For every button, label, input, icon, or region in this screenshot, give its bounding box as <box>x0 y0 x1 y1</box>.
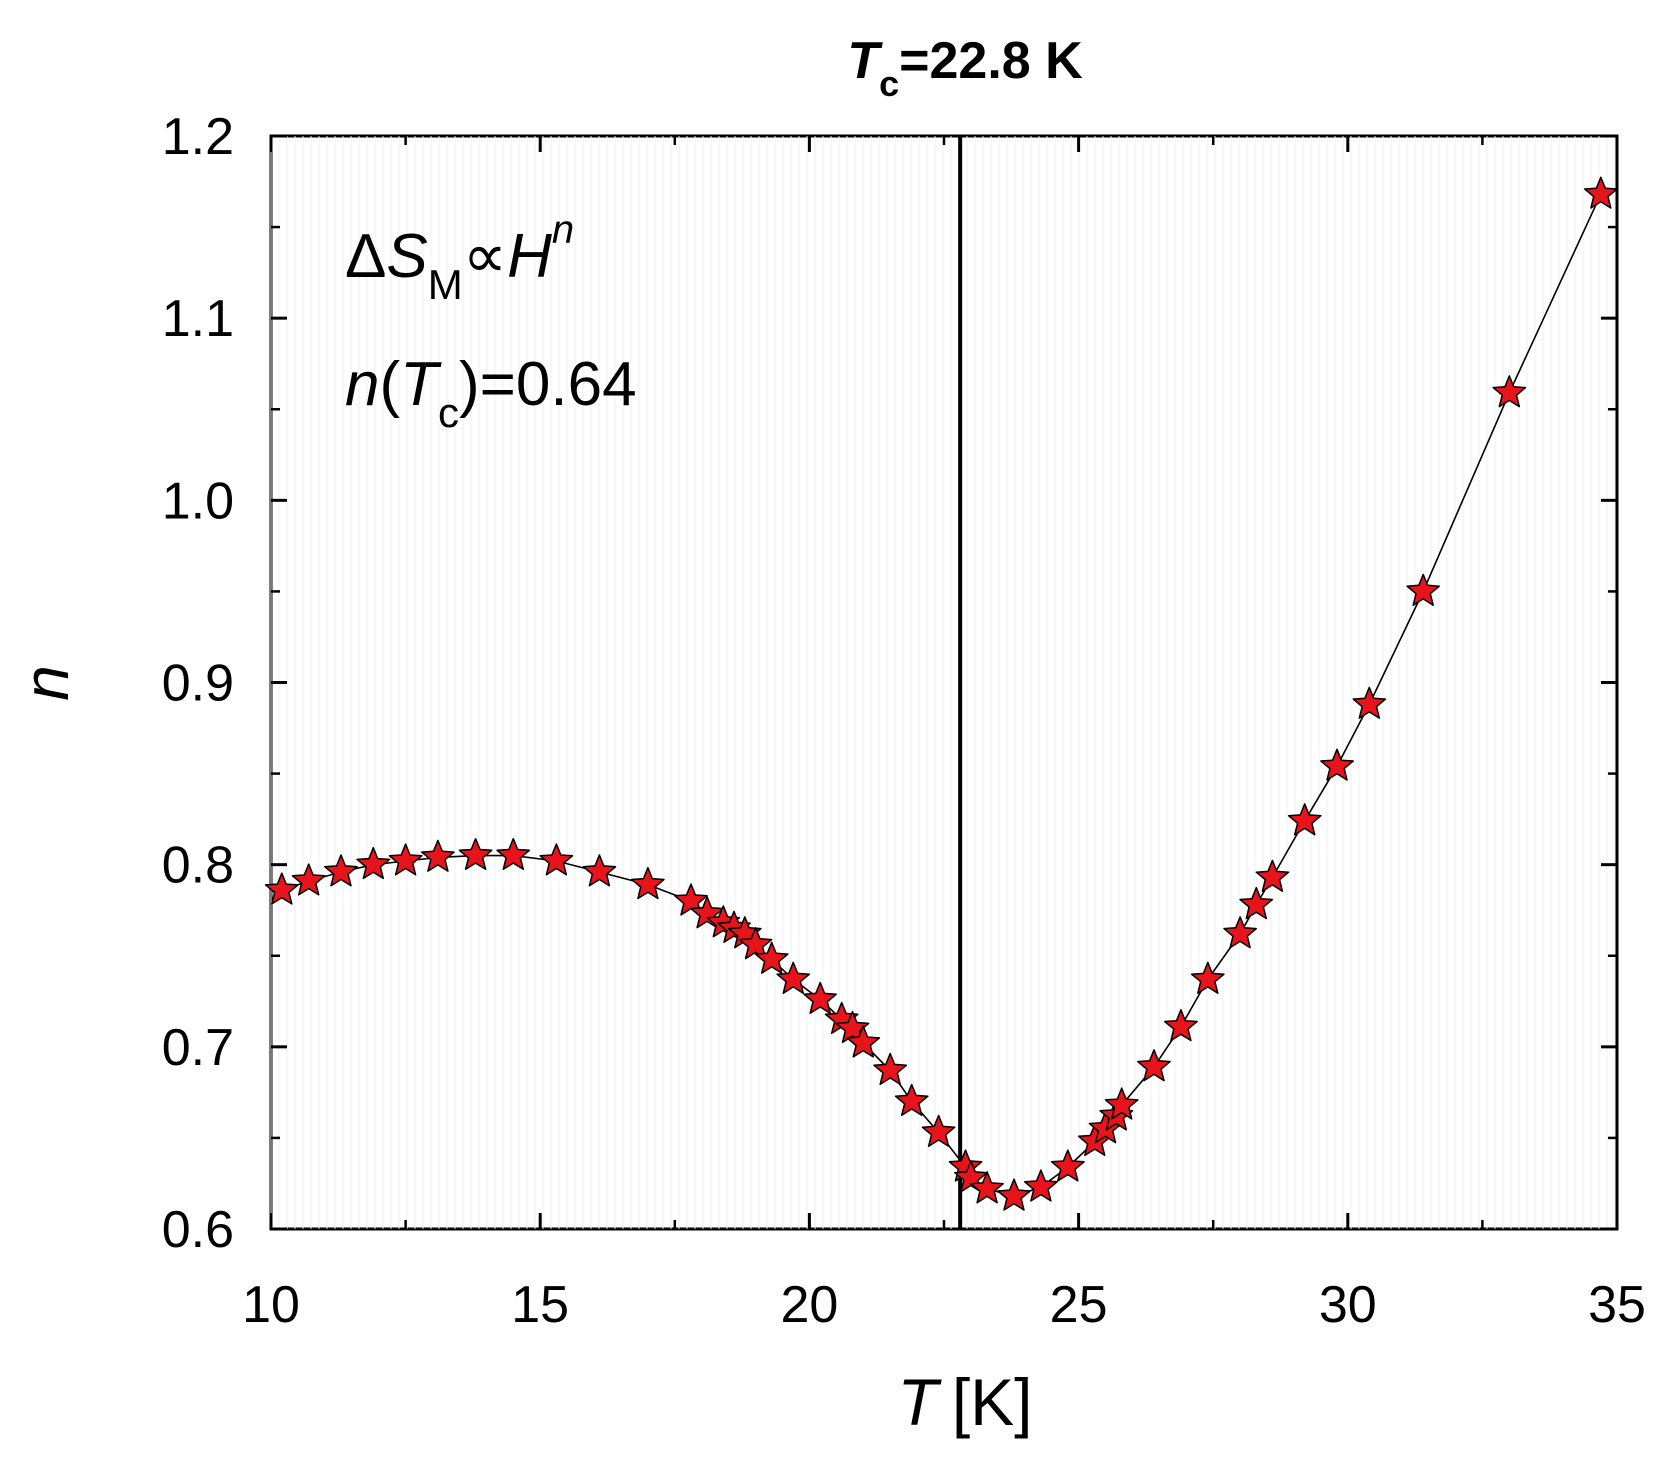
y-tick-label: 0.8 <box>162 837 234 895</box>
data-point-star <box>420 839 455 872</box>
data-point-star <box>1492 375 1527 408</box>
data-point-star <box>1406 573 1441 606</box>
data-point-star <box>458 837 493 871</box>
data-point-star <box>738 927 773 960</box>
data-point-star <box>324 854 358 887</box>
data-point-star <box>1583 176 1618 209</box>
data-point-star <box>690 896 725 929</box>
y-tick-label: 1.0 <box>162 472 234 530</box>
y-tick-label: 0.9 <box>162 655 234 713</box>
data-point-star <box>776 961 811 994</box>
data-markers <box>264 176 1618 1211</box>
annotation-power-law: ΔSM∝Hn <box>345 208 574 308</box>
annotation-n-tc: n(Tc)=0.64 <box>345 350 637 436</box>
y-tick-labels: 0.6 0.7 0.8 0.9 1.0 1.1 1.2 <box>162 108 234 1259</box>
data-point-star <box>356 846 391 880</box>
y-tick-label: 0.6 <box>162 1201 234 1259</box>
data-point-star <box>264 872 299 905</box>
tc-label: Tc=22.8 K <box>847 32 1083 104</box>
data-point-star <box>894 1083 929 1116</box>
data-point-star <box>1320 748 1354 781</box>
data-point-star <box>496 837 531 871</box>
y-tick-label: 0.7 <box>162 1019 234 1077</box>
x-tick-label: 30 <box>1319 1276 1377 1334</box>
x-tick-labels: 10 15 20 25 30 35 <box>242 1276 1646 1334</box>
x-tick-label: 10 <box>242 1276 300 1334</box>
data-point-star <box>1352 686 1387 719</box>
data-point-star <box>1255 859 1290 892</box>
y-tick-label: 1.1 <box>162 290 234 348</box>
x-tick-label: 35 <box>1588 1276 1646 1334</box>
data-point-star <box>630 866 665 900</box>
data-point-star <box>921 1114 956 1147</box>
data-point-star <box>1104 1087 1139 1120</box>
x-tick-label: 25 <box>1050 1276 1108 1334</box>
x-axis-label: T [K] <box>897 1365 1032 1439</box>
x-tick-label: 20 <box>780 1276 838 1334</box>
data-point-star <box>873 1052 908 1086</box>
data-point-star <box>1023 1169 1058 1202</box>
y-axis-label: n <box>10 665 82 701</box>
data-point-star <box>1163 1009 1198 1042</box>
data-point-star <box>970 1171 1004 1204</box>
data-point-star <box>1050 1149 1085 1182</box>
data-point-star <box>846 1025 881 1058</box>
data-point-star <box>803 981 838 1014</box>
data-point-star <box>1137 1049 1171 1082</box>
data-point-star <box>291 863 326 896</box>
data-point-star <box>582 854 617 887</box>
data-point-star <box>1190 961 1225 994</box>
data-point-star <box>997 1178 1031 1211</box>
data-point-star <box>1287 803 1322 836</box>
data-point-star <box>1239 886 1274 920</box>
y-tick-label: 1.2 <box>162 108 234 166</box>
data-point-star <box>1223 916 1258 949</box>
data-point-star <box>754 941 789 974</box>
data-point-star <box>954 1160 988 1193</box>
x-tick-label: 15 <box>511 1276 569 1334</box>
data-point-star <box>388 843 423 876</box>
data-point-star <box>539 843 574 876</box>
